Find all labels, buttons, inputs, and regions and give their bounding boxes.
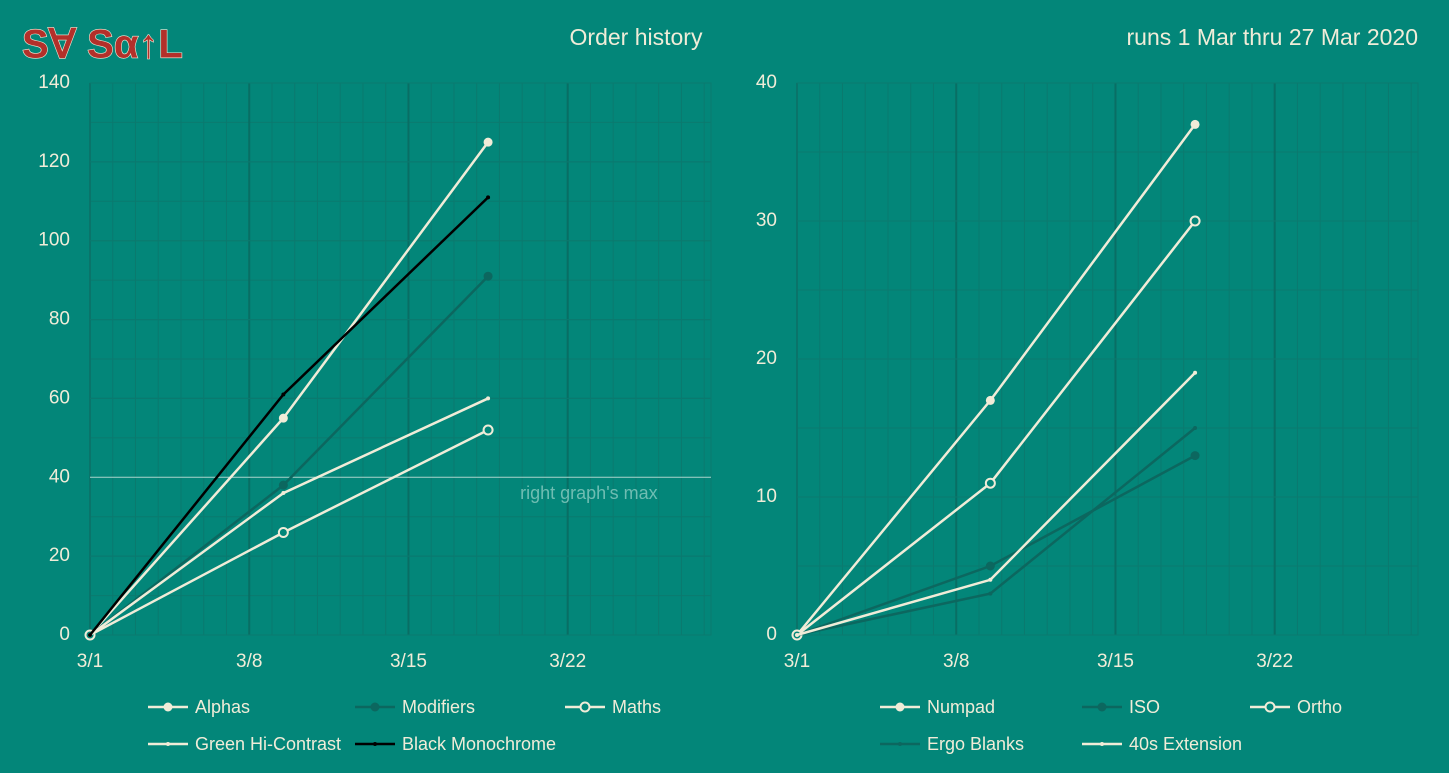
- marker: [483, 271, 493, 281]
- marker: [795, 633, 799, 637]
- subtitle: runs 1 Mar thru 27 Mar 2020: [1127, 24, 1418, 50]
- x-tick-label: 3/1: [784, 651, 810, 672]
- legend-marker: [1100, 742, 1104, 746]
- marker: [985, 561, 995, 571]
- y-tick-label: 140: [38, 72, 70, 93]
- marker: [1189, 215, 1201, 227]
- x-tick-label: 3/15: [390, 651, 427, 672]
- legend-label: Numpad: [927, 697, 995, 717]
- marker: [985, 395, 995, 405]
- legend-marker: [1264, 701, 1276, 713]
- legend-label: Green Hi-Contrast: [195, 734, 341, 754]
- marker: [281, 491, 286, 496]
- logo: S∀ Sα↑L: [22, 23, 183, 67]
- legend-label: Ortho: [1297, 697, 1342, 717]
- legend-label: Ergo Blanks: [927, 734, 1024, 754]
- legend-label: Black Monochrome: [402, 734, 556, 754]
- marker: [1193, 426, 1198, 430]
- marker: [1190, 119, 1200, 129]
- y-tick-label: 120: [38, 151, 70, 172]
- x-tick-label: 3/8: [236, 651, 262, 672]
- marker: [486, 195, 491, 200]
- legend-marker: [1097, 702, 1107, 712]
- marker: [278, 413, 288, 423]
- y-tick-label: 40: [756, 72, 777, 93]
- y-tick-label: 0: [59, 624, 70, 645]
- y-tick-label: 0: [766, 624, 777, 645]
- legend-marker: [373, 742, 377, 746]
- legend-marker: [895, 702, 905, 712]
- legend-label: Alphas: [195, 697, 250, 717]
- legend-marker: [898, 742, 902, 746]
- marker: [988, 591, 993, 596]
- marker: [988, 577, 993, 582]
- y-tick-label: 100: [38, 230, 70, 251]
- chart-title: Order history: [570, 24, 703, 50]
- plot-border: [796, 82, 1419, 636]
- legend-marker: [166, 742, 170, 746]
- marker: [1190, 451, 1200, 461]
- marker: [88, 633, 92, 637]
- legend-marker: [579, 701, 591, 713]
- legend-marker: [163, 702, 173, 712]
- legend-label: Maths: [612, 697, 661, 717]
- marker: [277, 526, 289, 538]
- marker: [486, 396, 491, 401]
- y-tick-label: 60: [49, 387, 70, 408]
- marker: [984, 477, 996, 489]
- x-tick-label: 3/8: [943, 651, 969, 672]
- marker: [278, 480, 288, 490]
- y-tick-label: 40: [49, 466, 70, 487]
- marker: [281, 392, 286, 397]
- x-tick-label: 3/22: [1256, 651, 1293, 672]
- y-tick-label: 20: [49, 545, 70, 566]
- y-tick-label: 30: [756, 210, 777, 231]
- x-tick-label: 3/15: [1097, 651, 1134, 672]
- x-tick-label: 3/22: [549, 651, 586, 672]
- y-tick-label: 10: [756, 486, 777, 507]
- y-tick-label: 80: [49, 309, 70, 330]
- legend-marker: [370, 702, 380, 712]
- legend-label: 40s Extension: [1129, 734, 1242, 754]
- legend-label: Modifiers: [402, 697, 475, 717]
- y-tick-label: 20: [756, 348, 777, 369]
- legend-label: ISO: [1129, 697, 1160, 717]
- marker: [483, 137, 493, 147]
- annotation: right graph's max: [520, 483, 658, 503]
- marker: [482, 424, 494, 436]
- plot-border: [89, 82, 712, 636]
- marker: [1193, 370, 1198, 375]
- x-tick-label: 3/1: [77, 651, 103, 672]
